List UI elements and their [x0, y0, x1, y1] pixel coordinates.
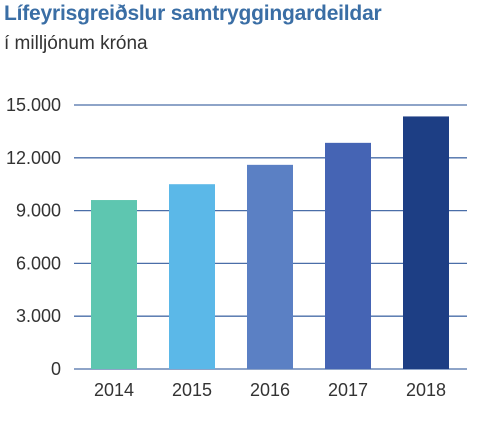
y-tick-label: 15.000	[6, 95, 61, 115]
chart-subtitle: í milljónum króna	[4, 33, 148, 54]
bar-2015	[169, 184, 215, 369]
y-tick-label: 12.000	[6, 148, 61, 168]
bar-2016	[247, 164, 293, 369]
bar-2014	[91, 200, 137, 369]
x-axis-labels: 2014 2015 2016 2017 2018	[94, 380, 446, 400]
chart-title: Lífeyrisgreiðslur samtryggingardeildar	[4, 2, 382, 25]
x-tick-label: 2016	[250, 380, 290, 400]
y-axis-labels: 0 3.000 6.000 9.000 12.000 15.000	[6, 95, 61, 379]
y-tick-label: 3.000	[16, 306, 61, 326]
bar-2017	[325, 142, 371, 369]
y-tick-label: 0	[51, 359, 61, 379]
x-tick-label: 2015	[172, 380, 212, 400]
bar-2018	[403, 116, 449, 369]
x-tick-label: 2018	[406, 380, 446, 400]
x-tick-label: 2017	[328, 380, 368, 400]
y-tick-label: 6.000	[16, 253, 61, 273]
bars	[91, 116, 449, 369]
y-tick-label: 9.000	[16, 201, 61, 221]
x-tick-label: 2014	[94, 380, 134, 400]
